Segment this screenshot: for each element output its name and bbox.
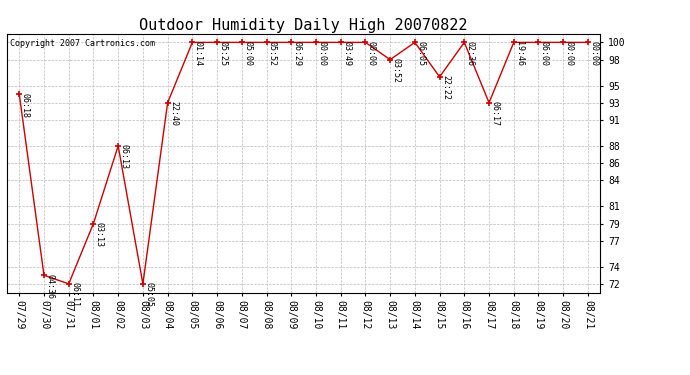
Text: 22:40: 22:40 bbox=[169, 101, 178, 126]
Text: 00:00: 00:00 bbox=[589, 41, 598, 66]
Text: 06:11: 06:11 bbox=[70, 282, 79, 308]
Text: 06:13: 06:13 bbox=[119, 144, 128, 170]
Text: 06:05: 06:05 bbox=[416, 41, 425, 66]
Text: 06:18: 06:18 bbox=[21, 93, 30, 118]
Text: 03:13: 03:13 bbox=[95, 222, 103, 247]
Text: 22:22: 22:22 bbox=[441, 75, 450, 100]
Text: 05:05: 05:05 bbox=[144, 282, 153, 308]
Text: Copyright 2007 Cartronics.com: Copyright 2007 Cartronics.com bbox=[10, 39, 155, 48]
Text: 03:49: 03:49 bbox=[342, 41, 351, 66]
Text: 00:00: 00:00 bbox=[367, 41, 376, 66]
Text: 06:17: 06:17 bbox=[491, 101, 500, 126]
Text: 00:00: 00:00 bbox=[317, 41, 326, 66]
Title: Outdoor Humidity Daily High 20070822: Outdoor Humidity Daily High 20070822 bbox=[139, 18, 468, 33]
Text: 06:29: 06:29 bbox=[293, 41, 302, 66]
Text: 00:00: 00:00 bbox=[564, 41, 573, 66]
Text: 02:36: 02:36 bbox=[466, 41, 475, 66]
Text: 03:52: 03:52 bbox=[391, 58, 400, 83]
Text: 01:14: 01:14 bbox=[194, 41, 203, 66]
Text: 06:00: 06:00 bbox=[540, 41, 549, 66]
Text: 05:00: 05:00 bbox=[243, 41, 252, 66]
Text: 05:52: 05:52 bbox=[268, 41, 277, 66]
Text: 05:25: 05:25 bbox=[219, 41, 228, 66]
Text: 04:36: 04:36 bbox=[46, 274, 55, 299]
Text: 19:46: 19:46 bbox=[515, 41, 524, 66]
